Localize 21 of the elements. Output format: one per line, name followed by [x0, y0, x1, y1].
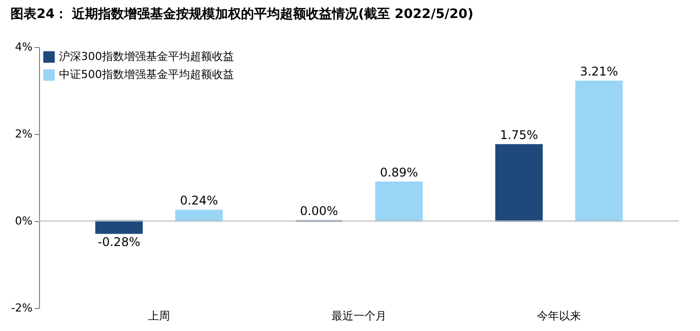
data-label: 0.00%: [300, 204, 338, 218]
y-tick-label: 0%: [15, 214, 32, 228]
x-tick-label: 今年以来: [537, 310, 581, 322]
x-tick-label: 最近一个月: [332, 310, 386, 322]
bar: [175, 210, 223, 222]
x-tick-label: 上周: [148, 310, 170, 322]
y-tick-label: -2%: [11, 302, 32, 314]
bar: [575, 80, 623, 222]
legend-label: 沪深300指数增强基金平均超额收益: [59, 50, 234, 63]
data-label: 0.89%: [380, 165, 418, 180]
y-tick-label: 4%: [15, 40, 32, 54]
bar: [495, 144, 543, 222]
legend-label: 中证500指数增强基金平均超额收益: [59, 68, 234, 81]
bar: [95, 220, 143, 234]
chart-title: 图表24： 近期指数增强基金按规模加权的平均超额收益情况(截至 2022/5/20): [10, 6, 474, 22]
data-label: -0.28%: [98, 235, 140, 250]
bar: [375, 182, 423, 222]
data-label: 1.75%: [500, 128, 538, 142]
data-label: 3.21%: [580, 64, 618, 78]
data-label: 0.24%: [180, 194, 218, 208]
y-tick-label: 2%: [15, 128, 32, 140]
